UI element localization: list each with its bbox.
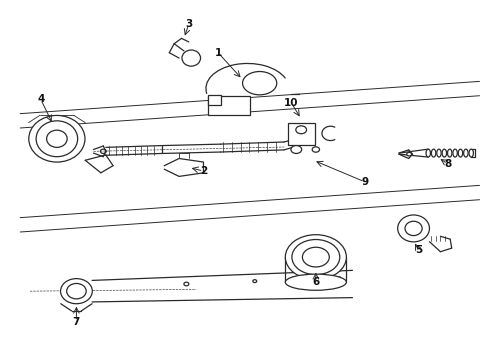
Ellipse shape: [29, 116, 85, 162]
Ellipse shape: [407, 152, 412, 156]
Text: 4: 4: [37, 94, 45, 104]
Ellipse shape: [426, 149, 430, 157]
Ellipse shape: [243, 72, 277, 95]
Ellipse shape: [469, 149, 473, 157]
Ellipse shape: [464, 149, 468, 157]
Text: 10: 10: [284, 98, 299, 108]
Ellipse shape: [398, 215, 429, 242]
Text: 7: 7: [73, 317, 80, 327]
Ellipse shape: [285, 235, 346, 279]
Ellipse shape: [431, 149, 436, 157]
Ellipse shape: [458, 149, 463, 157]
Bar: [208, 96, 250, 116]
Text: 6: 6: [312, 277, 319, 287]
Ellipse shape: [312, 147, 319, 152]
Ellipse shape: [291, 145, 302, 153]
Ellipse shape: [447, 149, 452, 157]
Ellipse shape: [182, 50, 200, 66]
Text: 9: 9: [361, 177, 368, 187]
Bar: [288, 123, 315, 145]
Ellipse shape: [61, 279, 92, 304]
Text: 5: 5: [415, 245, 422, 255]
Text: 1: 1: [215, 48, 222, 58]
Bar: [208, 95, 220, 105]
Ellipse shape: [442, 149, 446, 157]
Ellipse shape: [296, 126, 307, 134]
Ellipse shape: [285, 274, 346, 290]
Text: 2: 2: [200, 166, 207, 176]
Ellipse shape: [453, 149, 457, 157]
Text: 3: 3: [185, 19, 193, 29]
Ellipse shape: [437, 149, 441, 157]
Text: 8: 8: [444, 159, 451, 169]
